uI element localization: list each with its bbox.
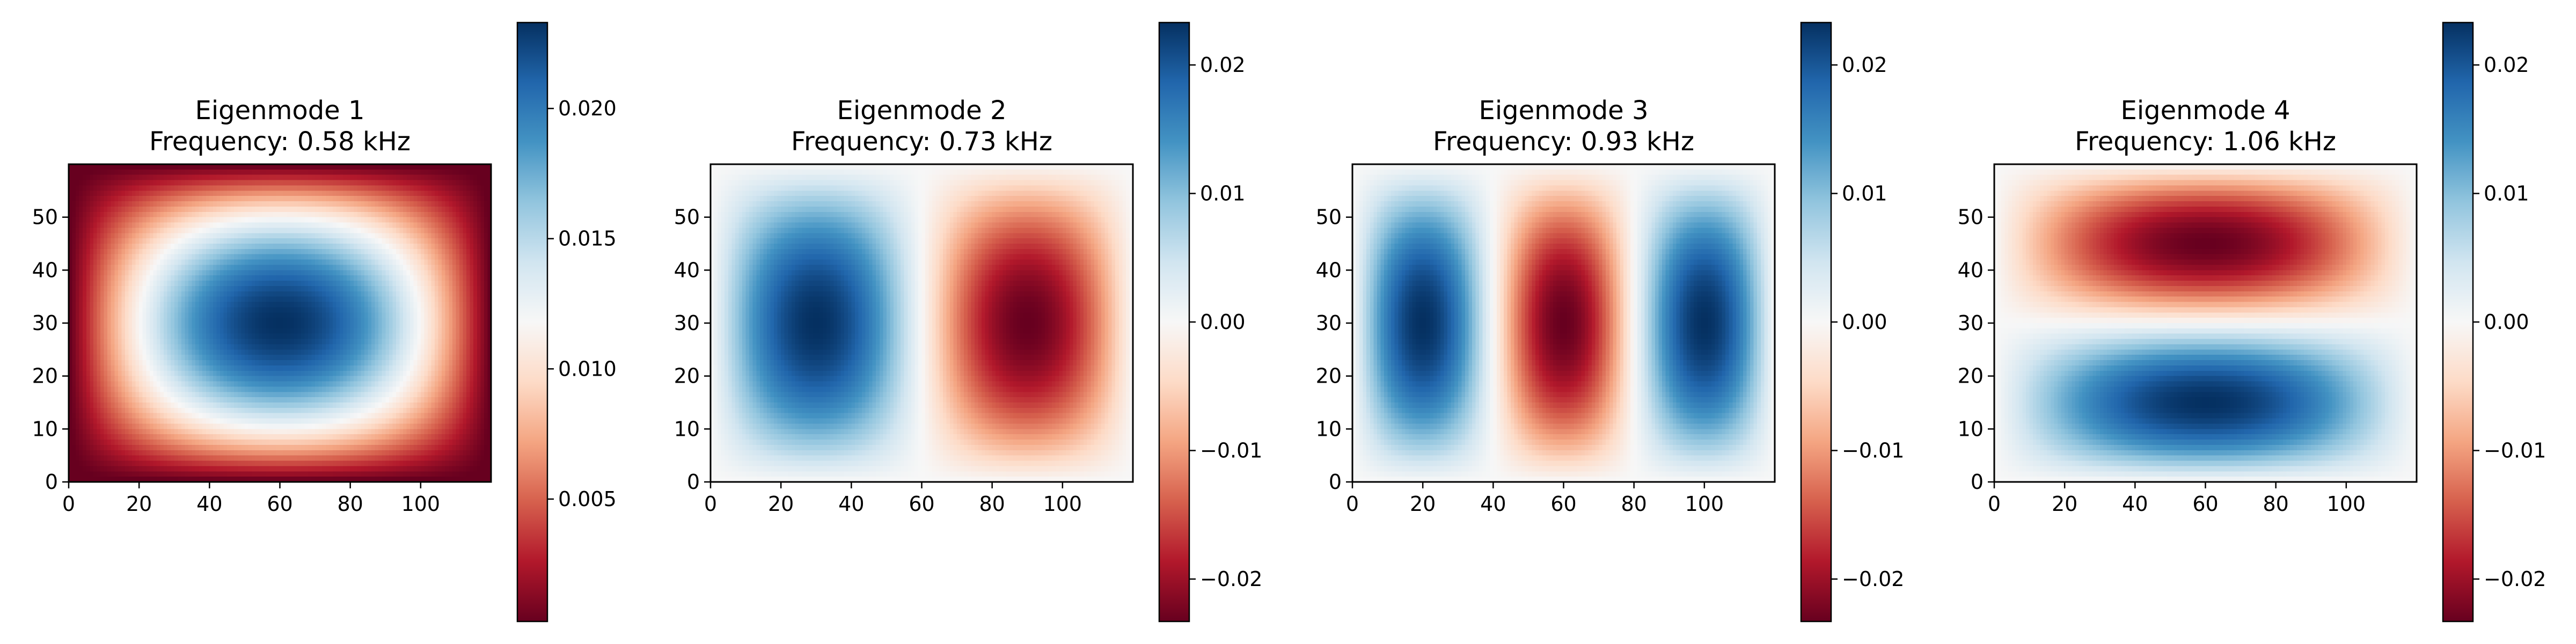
y-tick-label: 40 xyxy=(1958,258,1984,282)
y-tick-label: 30 xyxy=(1316,311,1342,335)
panel-subtitle: Frequency: 0.93 kHz xyxy=(1433,127,1694,157)
colorbar-tick-label: 0.00 xyxy=(1200,310,1246,334)
colorbar-tick-label: 0.00 xyxy=(1842,310,1887,334)
y-tick-label: 50 xyxy=(32,206,58,229)
y-tick-label: 40 xyxy=(674,258,700,282)
y-tick-label: 0 xyxy=(45,470,58,494)
colorbar-tick-label: 0.020 xyxy=(558,97,617,120)
x-tick-label: 40 xyxy=(2122,492,2148,516)
heatmap-image xyxy=(1994,164,2417,482)
colorbar-tick-label: −0.02 xyxy=(1200,567,1262,591)
panel-title: Eigenmode 2 xyxy=(837,96,1006,126)
x-tick-label: 60 xyxy=(909,492,934,516)
y-tick-label: 20 xyxy=(32,364,58,388)
colorbar-tick-label: −0.02 xyxy=(2484,567,2546,591)
y-tick-label: 30 xyxy=(32,311,58,335)
panel-subtitle: Frequency: 0.73 kHz xyxy=(791,127,1052,157)
colorbar-tick-label: 0.015 xyxy=(558,227,617,251)
y-tick-label: 30 xyxy=(674,311,700,335)
y-tick-label: 20 xyxy=(1958,364,1984,388)
x-tick-label: 20 xyxy=(126,492,152,516)
colorbar-tick-label: 0.005 xyxy=(558,487,617,511)
y-tick-label: 0 xyxy=(687,470,700,494)
x-tick-label: 0 xyxy=(62,492,75,516)
heatmap-image xyxy=(69,164,491,482)
y-tick-label: 0 xyxy=(1971,470,1984,494)
x-tick-label: 100 xyxy=(1685,492,1724,516)
x-tick-label: 80 xyxy=(337,492,363,516)
colorbar xyxy=(517,23,547,621)
panel-subtitle: Frequency: 1.06 kHz xyxy=(2075,127,2336,157)
x-tick-label: 80 xyxy=(2263,492,2288,516)
x-tick-label: 0 xyxy=(704,492,717,516)
x-tick-label: 20 xyxy=(768,492,794,516)
colorbar-tick-label: −0.01 xyxy=(2484,438,2546,462)
colorbar xyxy=(2443,23,2473,621)
y-tick-label: 20 xyxy=(1316,364,1342,388)
y-tick-label: 40 xyxy=(32,258,58,282)
y-tick-label: 50 xyxy=(1958,206,1984,229)
y-tick-label: 10 xyxy=(674,417,700,441)
x-tick-label: 60 xyxy=(1550,492,1576,516)
colorbar-tick-label: 0.02 xyxy=(1200,53,1246,77)
colorbar-tick-label: 0.02 xyxy=(1842,53,1887,77)
colorbar-tick-label: 0.01 xyxy=(2484,182,2529,206)
heatmap-image xyxy=(1352,164,1775,482)
colorbar-tick-label: −0.01 xyxy=(1200,438,1262,462)
y-tick-label: 20 xyxy=(674,364,700,388)
y-tick-label: 40 xyxy=(1316,258,1342,282)
y-tick-label: 10 xyxy=(32,417,58,441)
panel-title: Eigenmode 3 xyxy=(1479,96,1648,126)
x-tick-label: 0 xyxy=(1346,492,1359,516)
colorbar-tick-label: 0.01 xyxy=(1200,182,1246,206)
x-tick-label: 40 xyxy=(1480,492,1506,516)
panel-subtitle: Frequency: 0.58 kHz xyxy=(149,127,411,157)
x-tick-label: 40 xyxy=(196,492,222,516)
x-tick-label: 20 xyxy=(2052,492,2077,516)
x-tick-label: 40 xyxy=(838,492,864,516)
colorbar-frame xyxy=(516,21,548,623)
y-tick-label: 50 xyxy=(674,206,700,229)
y-tick-label: 10 xyxy=(1316,417,1342,441)
x-tick-label: 100 xyxy=(2327,492,2366,516)
x-tick-label: 0 xyxy=(1988,492,2001,516)
colorbar xyxy=(1159,23,1189,621)
x-tick-label: 100 xyxy=(1043,492,1082,516)
y-tick-label: 0 xyxy=(1329,470,1342,494)
colorbar xyxy=(1801,23,1831,621)
colorbar-tick-label: −0.02 xyxy=(1842,567,1904,591)
y-tick-label: 50 xyxy=(1316,206,1342,229)
x-tick-label: 80 xyxy=(979,492,1005,516)
y-tick-label: 30 xyxy=(1958,311,1984,335)
panel-title: Eigenmode 1 xyxy=(195,96,364,126)
heatmap-image xyxy=(711,164,1133,482)
colorbar-tick-label: 0.010 xyxy=(558,357,617,380)
x-tick-label: 100 xyxy=(401,492,441,516)
colorbar-tick-label: −0.01 xyxy=(1842,438,1904,462)
panel-title: Eigenmode 4 xyxy=(2120,96,2290,126)
x-tick-label: 60 xyxy=(2192,492,2218,516)
colorbar-tick-label: 0.00 xyxy=(2484,310,2529,334)
x-tick-label: 20 xyxy=(1410,492,1436,516)
y-tick-label: 10 xyxy=(1958,417,1984,441)
colorbar-tick-label: 0.01 xyxy=(1842,182,1887,206)
colorbar-tick-label: 0.02 xyxy=(2484,53,2529,77)
x-tick-label: 60 xyxy=(267,492,292,516)
x-tick-label: 80 xyxy=(1621,492,1646,516)
